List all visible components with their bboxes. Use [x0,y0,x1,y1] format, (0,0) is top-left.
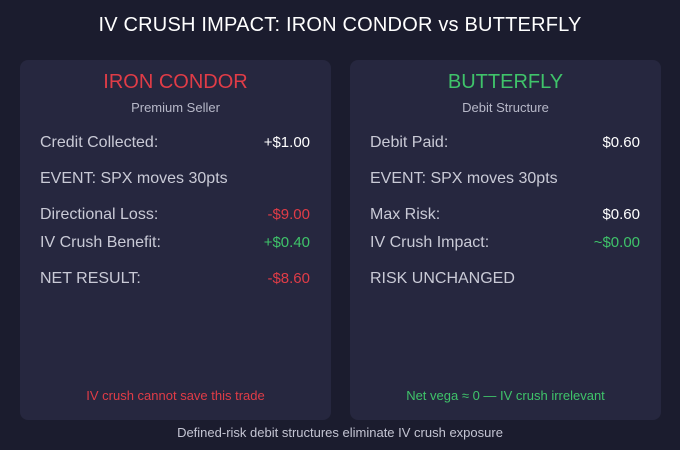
directional-loss-value: -$9.00 [267,206,310,223]
net-result-row: NET RESULT: -$8.60 [40,270,310,288]
credit-collected-row: Credit Collected: +$1.00 [40,134,310,152]
risk-unchanged-label: RISK UNCHANGED [370,270,515,287]
event-label: EVENT: SPX moves 30pts [370,170,558,187]
max-risk-value: $0.60 [602,206,640,223]
iv-crush-impact-value: ~$0.00 [593,234,640,251]
butterfly-subtitle: Debit Structure [462,100,549,115]
credit-collected-label: Credit Collected: [40,134,159,151]
event-row: EVENT: SPX moves 30pts [370,170,640,188]
butterfly-panel: BUTTERFLY Debit Structure Debit Paid: $0… [350,60,661,420]
iv-crush-impact-row: IV Crush Impact: ~$0.00 [370,234,640,252]
debit-paid-row: Debit Paid: $0.60 [370,134,640,152]
bottom-caption: Defined-risk debit structures eliminate … [177,425,503,440]
chart-title: IV CRUSH IMPACT: IRON CONDOR vs BUTTERFL… [98,14,582,36]
max-risk-label: Max Risk: [370,206,441,223]
butterfly-note: Net vega ≈ 0 — IV crush irrelevant [406,388,605,403]
max-risk-row: Max Risk: $0.60 [370,206,640,224]
iv-crush-benefit-row: IV Crush Benefit: +$0.40 [40,234,310,252]
net-result-value: -$8.60 [267,270,310,287]
net-result-label: NET RESULT: [40,270,141,287]
iv-crush-impact-label: IV Crush Impact: [370,234,490,251]
credit-collected-value: +$1.00 [263,134,310,151]
event-row: EVENT: SPX moves 30pts [40,170,310,188]
risk-unchanged-row: RISK UNCHANGED [370,270,640,288]
debit-paid-label: Debit Paid: [370,134,449,151]
iron-condor-title: IRON CONDOR [103,71,248,93]
directional-loss-label: Directional Loss: [40,206,159,223]
iv-crush-benefit-value: +$0.40 [263,234,310,251]
debit-paid-value: $0.60 [602,134,640,151]
event-label: EVENT: SPX moves 30pts [40,170,228,187]
iron-condor-note: IV crush cannot save this trade [86,388,265,403]
directional-loss-row: Directional Loss: -$9.00 [40,206,310,224]
butterfly-title: BUTTERFLY [447,71,564,93]
iron-condor-subtitle: Premium Seller [131,100,220,115]
iron-condor-panel: IRON CONDOR Premium Seller Credit Collec… [20,60,331,420]
iv-crush-benefit-label: IV Crush Benefit: [40,234,161,251]
